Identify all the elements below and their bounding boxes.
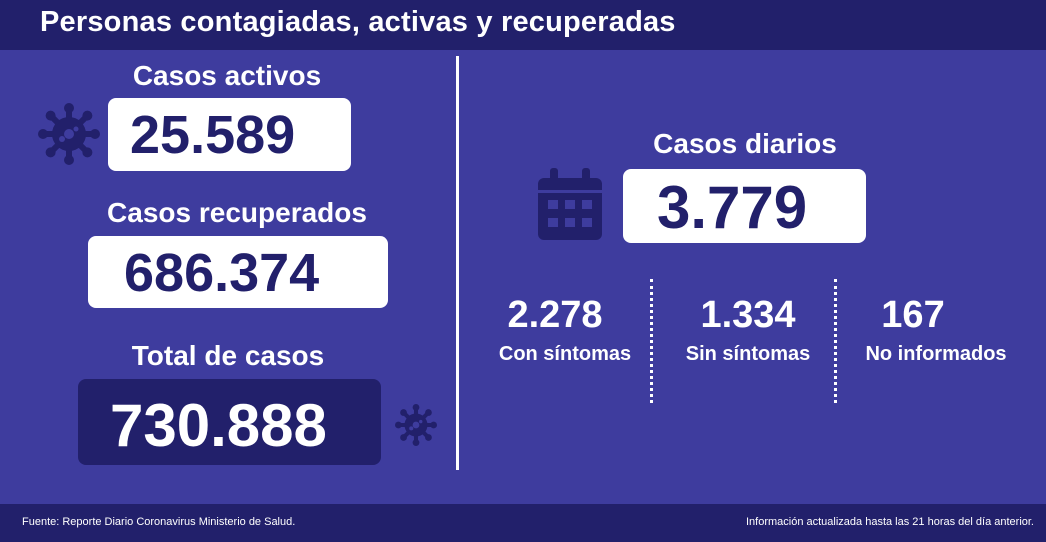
daily-cases-value: 3.779: [657, 174, 808, 241]
total-cases-label: Total de casos: [131, 340, 325, 371]
active-cases-label: Casos activos: [132, 60, 322, 91]
virus-icon: [38, 103, 100, 165]
active-cases-box: 25.589: [108, 98, 351, 171]
page-title: Personas contagiadas, activas y recupera…: [40, 6, 676, 38]
total-cases-value: 730.888: [110, 392, 327, 459]
daily-cases-box: 3.779: [623, 169, 866, 243]
asymptomatic-value: 1.334: [700, 294, 796, 336]
symptomatic-value: 2.278: [507, 294, 603, 336]
daily-cases-label: Casos diarios: [653, 128, 837, 159]
update-note: Información actualizada hasta las 21 hor…: [745, 516, 1034, 528]
recovered-cases-box: 686.374: [88, 236, 388, 308]
footer-bar: Fuente: Reporte Diario Coronavirus Minis…: [0, 504, 1046, 542]
dotted-divider: [650, 279, 653, 403]
calendar-icon: [538, 168, 602, 240]
recovered-cases-value: 686.374: [124, 243, 320, 303]
asymptomatic-label: Sin síntomas: [685, 343, 811, 365]
header-bar: Personas contagiadas, activas y recupera…: [0, 0, 1046, 50]
total-cases-box: 730.888: [78, 379, 381, 465]
virus-icon: [395, 404, 437, 446]
active-cases-value: 25.589: [130, 105, 296, 165]
not-reported-label: No informados: [865, 343, 1007, 365]
dotted-divider: [834, 279, 837, 403]
source-note: Fuente: Reporte Diario Coronavirus Minis…: [22, 516, 296, 528]
recovered-cases-label: Casos recuperados: [107, 197, 367, 228]
symptomatic-label: Con síntomas: [498, 343, 632, 365]
not-reported-value: 167: [881, 294, 945, 336]
vertical-divider: [456, 56, 459, 470]
